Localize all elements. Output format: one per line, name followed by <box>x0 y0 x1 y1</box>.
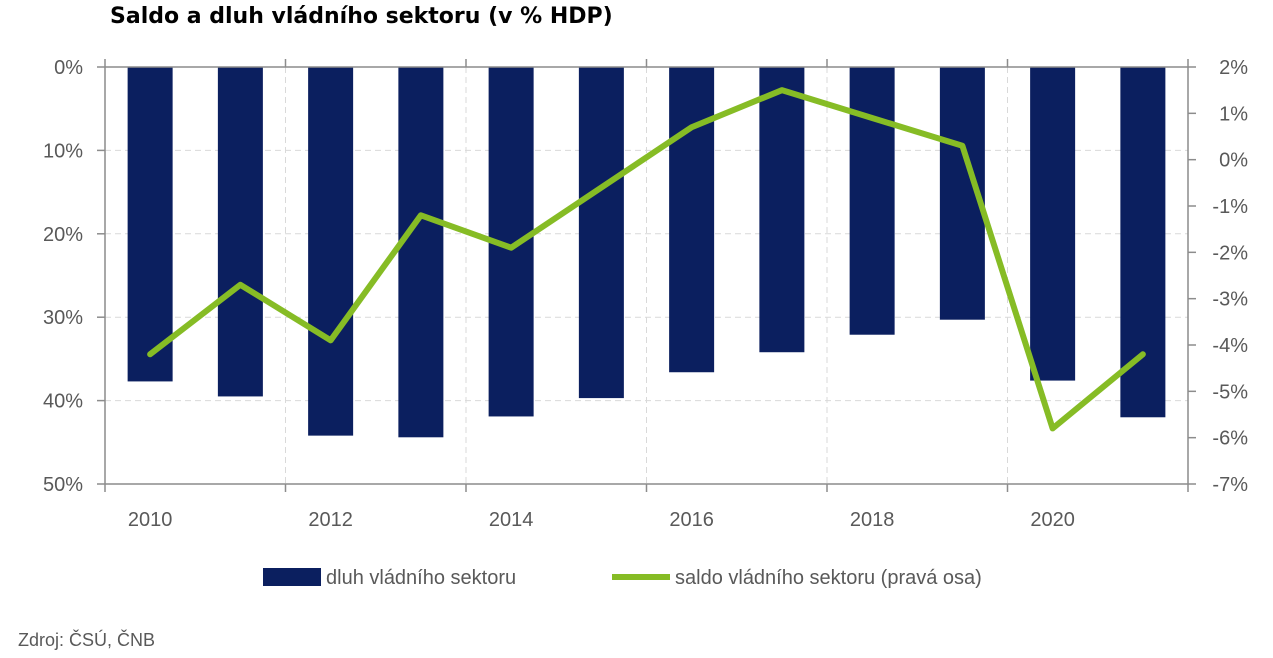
right-axis-tick-label: -5% <box>1212 381 1248 403</box>
left-axis-tick-label: 30% <box>43 307 83 329</box>
bar <box>217 67 263 397</box>
x-axis-tick-label: 2018 <box>850 509 895 531</box>
right-axis-tick-label: -6% <box>1212 428 1248 450</box>
bar <box>1120 67 1166 418</box>
left-axis-tick-label: 20% <box>43 224 83 246</box>
bar <box>578 67 624 399</box>
legend: dluh vládního sektoru saldo vládního sekt… <box>263 567 982 589</box>
bar <box>669 67 715 373</box>
x-axis-tick-label: 2014 <box>489 509 534 531</box>
bar <box>849 67 895 335</box>
tick-labels: 0% 10% 20% 30% 40% 50% 2% 1% 0% -1% -2% -3% -4% -5% -6… <box>43 57 1248 531</box>
left-axis-tick-label: 0% <box>54 57 83 79</box>
bar <box>127 67 173 382</box>
bar-series <box>127 67 1166 438</box>
bar <box>759 67 805 353</box>
right-axis-tick-label: 0% <box>1219 150 1248 172</box>
left-axis-tick-label: 50% <box>43 474 83 496</box>
right-axis-tick-label: 1% <box>1219 103 1248 125</box>
legend-label-debt: dluh vládního sektoru <box>326 567 516 589</box>
x-axis-tick-label: 2016 <box>669 509 714 531</box>
right-axis-tick-label: 2% <box>1219 57 1248 79</box>
saldo-line <box>147 87 1146 432</box>
right-axis-tick-label: -3% <box>1212 289 1248 311</box>
axes <box>97 59 1196 492</box>
gridlines <box>105 67 1188 484</box>
right-axis-tick-label: -2% <box>1212 242 1248 264</box>
x-axis-tick-label: 2010 <box>128 509 173 531</box>
left-axis-tick-label: 40% <box>43 391 83 413</box>
right-axis-tick-label: -7% <box>1212 474 1248 496</box>
bar <box>398 67 444 438</box>
x-axis-tick-label: 2020 <box>1030 509 1075 531</box>
legend-swatch-debt <box>263 568 321 586</box>
right-axis-tick-label: -4% <box>1212 335 1248 357</box>
source-note: Zdroj: ČSÚ, ČNB <box>18 630 156 650</box>
bar <box>1030 67 1076 381</box>
x-axis-tick-label: 2012 <box>308 509 353 531</box>
chart-title: Saldo a dluh vládního sektoru (v % HDP) <box>110 4 613 29</box>
legend-label-balance: saldo vládního sektoru (pravá osa) <box>675 567 982 589</box>
left-axis-tick-label: 10% <box>43 140 83 162</box>
chart: 0% 10% 20% 30% 40% 50% 2% 1% 0% -1% -2% -3% -4% -5% -6… <box>43 57 1248 589</box>
line-series <box>147 87 1146 432</box>
right-axis-tick-label: -1% <box>1212 196 1248 218</box>
bar <box>308 67 354 436</box>
